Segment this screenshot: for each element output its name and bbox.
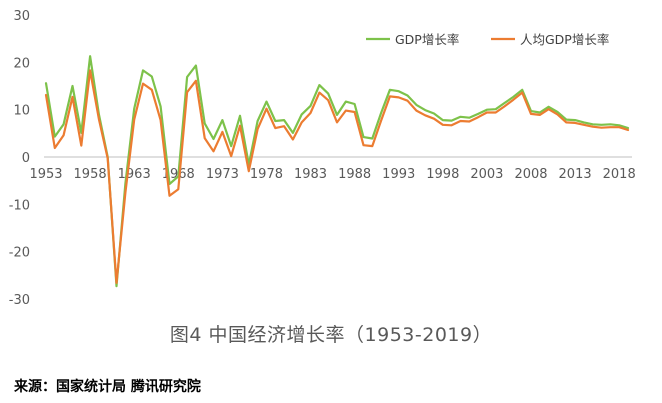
x-tick-label: 2018 [603, 167, 636, 182]
source-note: 来源：国家统计局 腾讯研究院 [14, 379, 201, 395]
x-tick-label: 1953 [29, 167, 62, 182]
x-tick-label: 2008 [514, 167, 547, 182]
x-tick-label: 1973 [206, 167, 239, 182]
x-axis: 1953 1958 1963 1968 1973 1978 1983 1988 1993 1998… [29, 167, 635, 182]
y-tick-label: 0 [22, 151, 30, 166]
series-layer [44, 55, 630, 288]
y-tick-label: 30 [13, 9, 30, 24]
y-tick-label: -20 [9, 246, 30, 261]
legend-item-per-capita: 人均GDP增长率 [491, 32, 609, 47]
y-axis: -30 -20 -10 0 10 20 30 [9, 9, 30, 308]
y-tick-label: -10 [9, 198, 30, 213]
x-tick-label: 1958 [74, 167, 107, 182]
x-tick-label: 1993 [382, 167, 415, 182]
series-line-per-capita [44, 69, 630, 284]
y-tick-label: 10 [13, 104, 30, 119]
y-tick-label: -30 [9, 293, 30, 308]
legend: GDP增长率 人均GDP增长率 [366, 32, 609, 47]
x-tick-label: 2013 [559, 167, 592, 182]
x-tick-label: 1988 [338, 167, 371, 182]
x-tick-label: 1998 [426, 167, 459, 182]
x-tick-label: 1963 [118, 167, 151, 182]
legend-item-gdp: GDP增长率 [366, 32, 459, 47]
figure-caption: 图4 中国经济增长率（1953-2019） [169, 324, 493, 346]
x-tick-label: 1978 [250, 167, 283, 182]
y-tick-label: 20 [13, 56, 30, 71]
legend-label-gdp: GDP增长率 [395, 32, 459, 47]
x-tick-label: 2003 [470, 167, 503, 182]
x-tick-label: 1983 [294, 167, 327, 182]
legend-label-per-capita: 人均GDP增长率 [520, 32, 609, 47]
